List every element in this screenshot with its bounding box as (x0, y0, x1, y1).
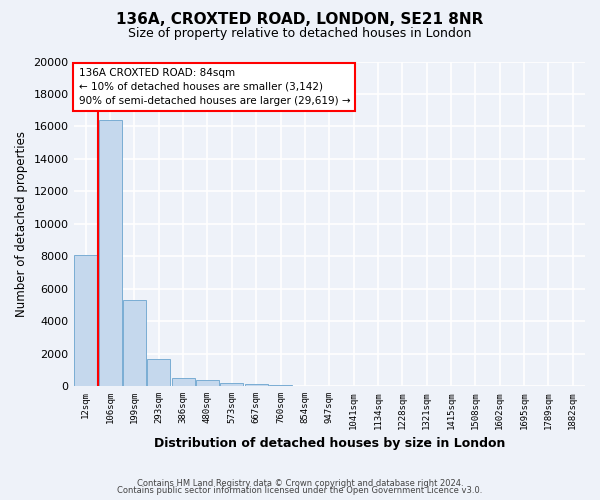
Bar (172, 378, 195, 386)
Text: Size of property relative to detached houses in London: Size of property relative to detached ho… (128, 28, 472, 40)
Bar (269, 385, 292, 386)
Bar (98, 120, 122, 386)
Bar (74, 256, 97, 386)
Text: 136A, CROXTED ROAD, LONDON, SE21 8NR: 136A, CROXTED ROAD, LONDON, SE21 8NR (116, 12, 484, 28)
Bar (196, 380, 219, 386)
Text: Contains HM Land Registry data © Crown copyright and database right 2024.: Contains HM Land Registry data © Crown c… (137, 478, 463, 488)
Text: Contains public sector information licensed under the Open Government Licence v3: Contains public sector information licen… (118, 486, 482, 495)
Bar (245, 384, 268, 386)
Text: 136A CROXTED ROAD: 84sqm
← 10% of detached houses are smaller (3,142)
90% of sem: 136A CROXTED ROAD: 84sqm ← 10% of detach… (79, 68, 350, 106)
Bar (220, 383, 244, 386)
Y-axis label: Number of detached properties: Number of detached properties (15, 131, 28, 317)
X-axis label: Distribution of detached houses by size in London: Distribution of detached houses by size … (154, 437, 505, 450)
Bar (147, 358, 170, 386)
Bar (123, 300, 146, 386)
